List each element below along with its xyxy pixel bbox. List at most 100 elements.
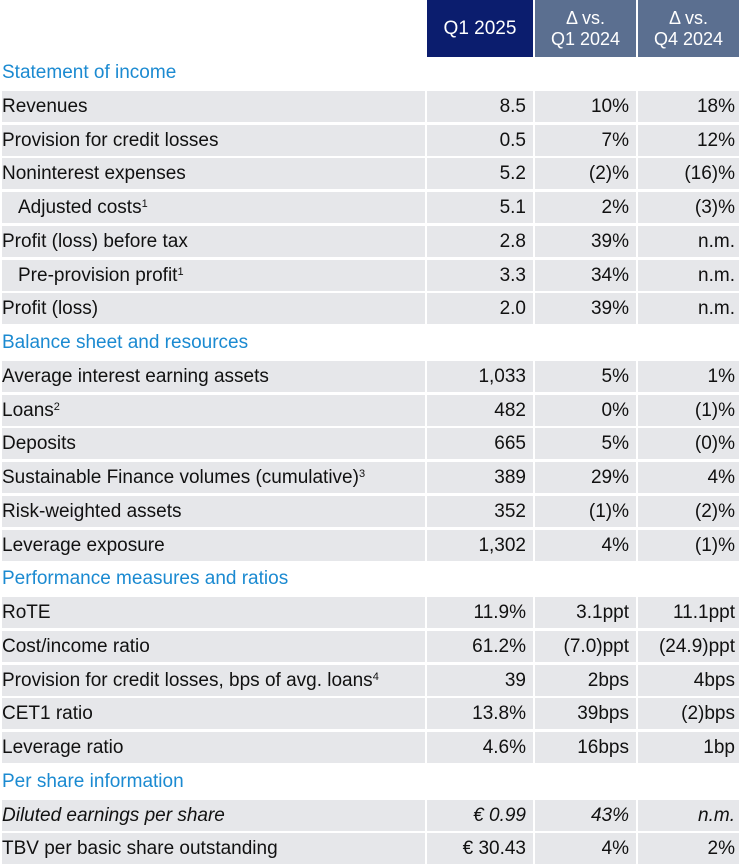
value-delta-q4-2024: (0)% [638, 428, 739, 460]
row-label: Provision for credit losses [2, 124, 425, 156]
section-title: Statement of income [2, 62, 177, 83]
row-label: Risk-weighted assets [2, 495, 425, 527]
value-delta-q1-2024: 39% [535, 293, 636, 325]
value-delta-q1-2024: 10% [535, 90, 636, 122]
row-label: RoTE [2, 597, 425, 628]
row-label: Adjusted costs1 [2, 192, 425, 223]
table-row: Sustainable Finance volumes (cumulative)… [0, 462, 739, 496]
table-row: RoTE 11.9% 3.1ppt 11.1ppt [0, 597, 739, 631]
column-header-line: Δ vs. [668, 7, 709, 28]
section-header: Per share information [0, 766, 739, 800]
table-row: Loans2 482 0% (1)% [0, 394, 739, 429]
row-label: Profit (loss) [2, 293, 425, 325]
value-delta-q4-2024: 4% [638, 462, 739, 493]
value-q1-2025: € 0.99 [427, 799, 533, 831]
row-label: Average interest earning assets [2, 360, 425, 392]
row-label: Deposits [2, 428, 425, 460]
value-delta-q1-2024: 2bps [535, 664, 636, 696]
row-label: Pre-provision profit1 [2, 259, 425, 291]
row-label: Sustainable Finance volumes (cumulative)… [2, 462, 425, 493]
value-q1-2025: 2.0 [427, 293, 533, 325]
value-delta-q4-2024: 1% [638, 360, 739, 392]
table-row: Provision for credit losses, bps of avg.… [0, 664, 739, 699]
value-q1-2025: 665 [427, 428, 533, 460]
value-delta-q4-2024: n.m. [638, 293, 739, 325]
value-q1-2025: € 30.43 [427, 833, 533, 865]
value-delta-q4-2024: n.m. [638, 225, 739, 257]
row-label-text: Adjusted costs [18, 197, 142, 218]
row-label: Loans2 [2, 394, 425, 426]
table-row: Adjusted costs1 5.1 2% (3)% [0, 192, 739, 226]
column-header-delta-q1-2024: Δ vs. Q1 2024 [535, 0, 636, 57]
row-label-text: Noninterest expenses [2, 163, 186, 185]
row-label-text: TBV per basic share outstanding [2, 838, 278, 860]
value-delta-q1-2024: 43% [535, 799, 636, 831]
table-row: Leverage ratio 4.6% 16bps 1bp [0, 732, 739, 766]
value-delta-q4-2024: 11.1ppt [638, 597, 739, 628]
value-delta-q4-2024: (24.9)ppt [638, 630, 739, 662]
table-row: CET1 ratio 13.8% 39bps (2)bps [0, 698, 739, 732]
footnote-marker: 1 [177, 265, 184, 278]
row-label-text: Loans [2, 399, 54, 421]
column-header-delta-q4-2024: Δ vs. Q4 2024 [638, 0, 739, 57]
value-delta-q1-2024: 29% [535, 462, 636, 493]
column-header-q1-2025: Q1 2025 [427, 0, 533, 57]
value-delta-q4-2024: (2)% [638, 495, 739, 527]
value-delta-q1-2024: 4% [535, 529, 636, 561]
row-label-text: Leverage ratio [2, 737, 124, 758]
financial-table-body: Statement of income Revenues 8.5 10% 18% Prov… [0, 57, 739, 867]
value-delta-q4-2024: 2% [638, 833, 739, 865]
table-row: Pre-provision profit1 3.3 34% n.m. [0, 259, 739, 294]
value-delta-q1-2024: 16bps [535, 732, 636, 763]
value-delta-q1-2024: 7% [535, 124, 636, 156]
table-row: Average interest earning assets 1,033 5% 1% [0, 360, 739, 395]
value-q1-2025: 8.5 [427, 90, 533, 122]
value-delta-q1-2024: 5% [535, 428, 636, 460]
row-label-text: Pre-provision profit [18, 264, 178, 286]
section-title: Performance measures and ratios [2, 568, 289, 590]
value-delta-q4-2024: (1)% [638, 529, 739, 561]
value-q1-2025: 389 [427, 462, 533, 493]
table-row: Cost/income ratio 61.2% (7.0)ppt (24.9)ppt [0, 630, 739, 665]
row-label-text: Risk-weighted assets [2, 500, 182, 522]
footnote-marker: 1 [141, 198, 148, 210]
row-label: TBV per basic share outstanding [2, 833, 425, 865]
footnote-marker: 4 [372, 670, 379, 683]
column-header-line: Q4 2024 [653, 28, 724, 49]
value-delta-q4-2024: (3)% [638, 192, 739, 223]
value-q1-2025: 4.6% [427, 732, 533, 763]
value-q1-2025: 3.3 [427, 259, 533, 291]
value-delta-q1-2024: 39bps [535, 698, 636, 730]
row-label: Diluted earnings per share [2, 799, 425, 831]
row-label: Noninterest expenses [2, 158, 425, 190]
table-row: Profit (loss) before tax 2.8 39% n.m. [0, 225, 739, 260]
value-q1-2025: 0.5 [427, 124, 533, 156]
value-delta-q4-2024: n.m. [638, 259, 739, 291]
value-delta-q1-2024: 4% [535, 833, 636, 865]
row-label-text: CET1 ratio [2, 703, 93, 725]
table-row: Deposits 665 5% (0)% [0, 428, 739, 462]
column-header-line: Q1 2024 [550, 28, 621, 49]
value-delta-q1-2024: (1)% [535, 495, 636, 527]
value-delta-q4-2024: 12% [638, 124, 739, 156]
table-row: Noninterest expenses 5.2 (2)% (16)% [0, 158, 739, 192]
value-delta-q1-2024: 5% [535, 360, 636, 392]
table-row: Leverage exposure 1,302 4% (1)% [0, 529, 739, 564]
value-delta-q1-2024: 34% [535, 259, 636, 291]
section-title: Balance sheet and resources [2, 332, 249, 353]
value-delta-q1-2024: (2)% [535, 158, 636, 190]
row-label-text: Cost/income ratio [2, 635, 150, 657]
footnote-marker: 3 [358, 468, 366, 480]
value-delta-q1-2024: 39% [535, 225, 636, 257]
table-header: Q1 2025 Δ vs. Q1 2024 Δ vs. Q4 2024 [0, 0, 739, 57]
section-header: Performance measures and ratios [0, 563, 739, 597]
value-delta-q4-2024: 4bps [638, 664, 739, 696]
row-label-text: Provision for credit losses [2, 129, 219, 151]
row-label: Profit (loss) before tax [2, 225, 425, 257]
value-delta-q4-2024: (2)bps [638, 698, 739, 730]
value-delta-q4-2024: 18% [638, 90, 739, 122]
value-delta-q4-2024: (1)% [638, 394, 739, 426]
section-header: Statement of income [0, 57, 739, 91]
value-q1-2025: 5.2 [427, 158, 533, 190]
row-label-text: Diluted earnings per share [2, 804, 225, 826]
